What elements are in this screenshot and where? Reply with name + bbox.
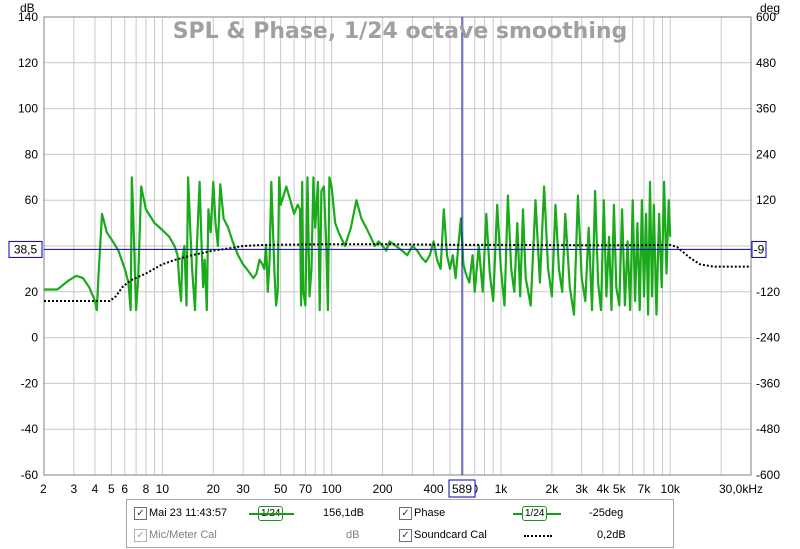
x-tick-label: 30 <box>236 482 250 496</box>
x-tick-label: 100 <box>322 482 342 496</box>
x-tick-label: 6 <box>121 482 128 496</box>
y-right-tick-label: -240 <box>756 331 780 345</box>
legend-panel: ✓ Mai 23 11:43:57 1/24 156,1dB ✓ Phase 1… <box>126 499 674 548</box>
y-right-tick-label: 600 <box>756 10 776 24</box>
chart-title: SPL & Phase, 1/24 octave smoothing <box>173 19 628 44</box>
y-right-tick-label: 480 <box>756 56 776 70</box>
x-tick-label: 30,0kHz <box>719 482 763 496</box>
x-tick-label: 5 <box>108 482 115 496</box>
spl-phase-chart[interactable]: dB deg -60-40-20020406080100120140 -600-… <box>0 0 800 498</box>
mic-cal-label: Mic/Meter Cal <box>149 529 217 541</box>
y-left-tick-label: 80 <box>25 147 39 161</box>
plot-area[interactable] <box>43 16 752 476</box>
measurement-line-swatch <box>249 513 294 515</box>
y-right-tick-label: 240 <box>756 147 776 161</box>
measurement-value: 156,1dB <box>323 507 364 519</box>
soundcard-cal-value: 0,2dB <box>597 529 626 541</box>
chart-series <box>44 176 751 316</box>
phase-checkbox[interactable]: ✓ <box>399 507 412 520</box>
cursor-x-badge <box>448 479 476 498</box>
y-left-tick-label: 60 <box>25 193 39 207</box>
y-right-tick-label: 360 <box>756 102 776 116</box>
x-tick-label: 1k <box>495 482 509 496</box>
x-tick-label: 10k <box>661 482 681 496</box>
x-tick-label: 50 <box>274 482 288 496</box>
measurement-label: Mai 23 11:43:57 <box>149 507 228 519</box>
x-tick-label: 5k <box>613 482 627 496</box>
cursor-left-value: 38,5 <box>14 242 38 256</box>
y-right-tick-label: -600 <box>756 468 780 482</box>
y-left-tick-label: 100 <box>18 102 38 116</box>
y-left-tick-label: 0 <box>31 331 38 345</box>
cursor[interactable]: 38,5 -9 589 <box>8 17 767 498</box>
left-axis-unit: dB <box>20 1 35 15</box>
y-right-tick-label: -120 <box>756 285 780 299</box>
mic-cal-checkbox[interactable]: ✓ <box>134 529 147 542</box>
measurement-checkbox[interactable]: ✓ <box>134 507 147 520</box>
y-left-tick-label: -60 <box>21 468 39 482</box>
cursor-x-value: 589 <box>452 482 472 496</box>
y-right-tick-label: -360 <box>756 376 780 390</box>
y-left-tick-label: -20 <box>21 376 39 390</box>
y-left-tick-label: 120 <box>18 56 38 70</box>
soundcard-cal-line-swatch <box>524 535 552 537</box>
phase-value: -25deg <box>589 507 624 519</box>
x-tick-label: 4k <box>597 482 611 496</box>
y-left-tick-label: -40 <box>21 422 39 436</box>
x-axis-ticks: 234568102030507010020040001k2k3k4k5k7k10… <box>40 482 763 496</box>
x-tick-label: 400 <box>424 482 444 496</box>
x-tick-label: 20 <box>207 482 221 496</box>
legend-row-measurement: ✓ Mai 23 11:43:57 1/24 156,1dB ✓ Phase 1… <box>127 503 673 525</box>
mic-cal-value: dB <box>346 529 360 541</box>
phase-smoothing-badge[interactable]: 1/24 <box>522 506 548 521</box>
y-left-tick-label: 140 <box>18 10 38 24</box>
phase-label: Phase <box>414 507 446 519</box>
x-tick-label: 3 <box>70 482 77 496</box>
x-tick-label: 3k <box>575 482 589 496</box>
right-axis-unit: deg <box>760 1 780 15</box>
x-tick-label: 200 <box>373 482 393 496</box>
x-tick-label: 8 <box>143 482 150 496</box>
legend-row-calibration: ✓ Mic/Meter Cal dB ✓ Soundcard Cal 0,2dB <box>127 525 673 547</box>
cursor-left-badge <box>8 240 43 258</box>
y-right-tick-label: 120 <box>756 193 776 207</box>
x-tick-label: 10 <box>156 482 170 496</box>
soundcard-cal-trace <box>44 243 751 302</box>
cursor-right-badge <box>751 240 767 258</box>
spl-trace <box>44 176 672 316</box>
y-right-tick-label: -480 <box>756 422 780 436</box>
soundcard-cal-label: Soundcard Cal <box>414 529 487 541</box>
x-tick-label: 2k <box>546 482 560 496</box>
cursor-right-value: -9 <box>754 242 765 256</box>
x-tick-label: 4 <box>92 482 99 496</box>
x-tick-label: 2 <box>40 482 47 496</box>
soundcard-cal-checkbox[interactable]: ✓ <box>399 529 412 542</box>
x-tick-label: 7k <box>638 482 652 496</box>
x-tick-label: 70 <box>299 482 313 496</box>
y-left-tick-label: 20 <box>25 285 39 299</box>
